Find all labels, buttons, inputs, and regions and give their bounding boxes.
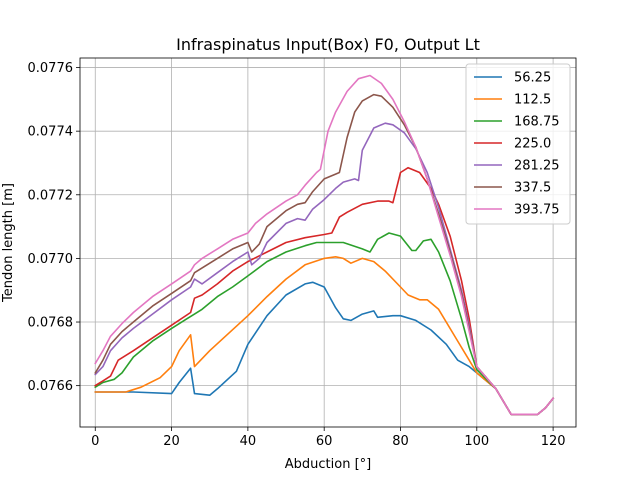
legend-label: 225.0 (514, 137, 551, 152)
series-lines (94, 74, 555, 416)
x-tick-label: 100 (464, 434, 489, 449)
series-line-112.5 (94, 255, 555, 416)
legend: 56.25 112.5 168.75 225.0 281.25 337.5 393.75 (465, 63, 571, 225)
plot-area-frame (79, 57, 577, 428)
x-tick-label: 60 (316, 434, 333, 449)
x-tick-label: 120 (541, 434, 566, 449)
legend-box (465, 63, 571, 225)
y-tick-label: 0.0768 (28, 316, 74, 331)
legend-label: 281.25 (514, 159, 560, 174)
legend-label: 56.25 (514, 71, 551, 86)
y-tick-label: 0.0774 (28, 125, 74, 140)
legend-label: 168.75 (514, 115, 560, 130)
series-line-168.75 (94, 232, 555, 416)
y-tick-label: 0.0766 (28, 379, 74, 394)
series-line-393.75 (94, 74, 555, 416)
x-axis-label: Abduction [°] (285, 457, 371, 472)
legend-label: 393.75 (514, 203, 560, 218)
x-tick-label: 40 (240, 434, 257, 449)
y-tick-label: 0.0772 (28, 188, 74, 203)
legend-label: 112.5 (514, 93, 551, 108)
x-tick-label: 80 (392, 434, 409, 449)
x-ticks: 0 20 40 60 80 100 120 (91, 427, 566, 449)
x-tick-label: 0 (91, 434, 99, 449)
x-tick-label: 20 (163, 434, 180, 449)
y-axis-label: Tendon length [m] (1, 183, 16, 303)
legend-label: 337.5 (514, 181, 551, 196)
y-tick-label: 0.0776 (28, 61, 74, 76)
y-tick-label: 0.0770 (28, 252, 74, 267)
chart-title: Infraspinatus Input(Box) F0, Output Lt (176, 35, 480, 54)
y-ticks: 0.0766 0.0768 0.0770 0.0772 0.0774 0.0776 (28, 61, 80, 394)
